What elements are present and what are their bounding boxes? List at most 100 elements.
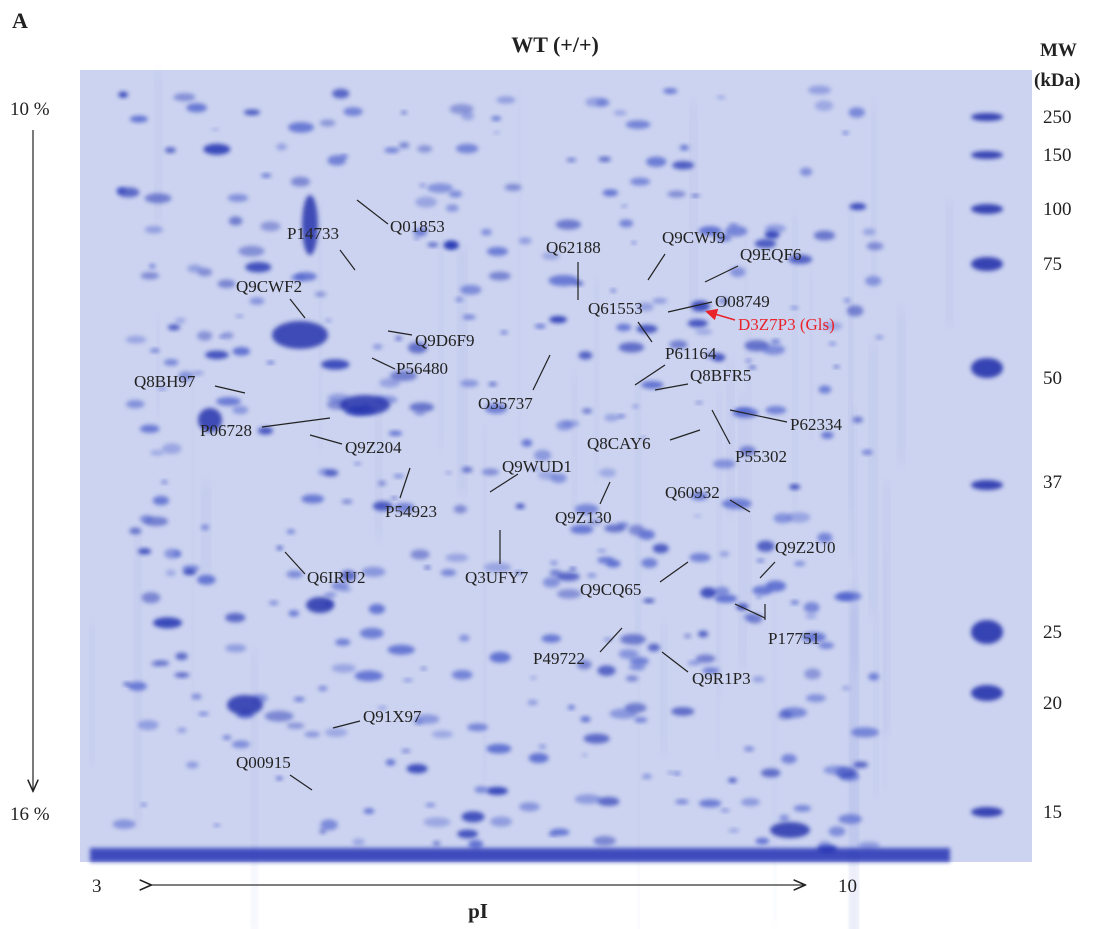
spot [806, 694, 826, 702]
spot [389, 431, 403, 436]
spot [818, 386, 831, 394]
spot [341, 588, 351, 592]
spot [187, 264, 202, 272]
gradient-top: 10 % [10, 99, 50, 120]
spot [462, 811, 485, 822]
spot [648, 644, 660, 652]
spot [173, 551, 180, 556]
spot [399, 142, 409, 148]
spot [117, 187, 139, 197]
spot [140, 425, 160, 433]
spot [444, 242, 459, 248]
spot [642, 774, 652, 779]
marker-band [971, 113, 1003, 121]
spot [745, 359, 751, 363]
spot [457, 830, 478, 839]
spot [713, 459, 735, 468]
spot [225, 644, 246, 652]
spot [203, 144, 230, 155]
spot [496, 96, 515, 103]
spot [168, 324, 180, 330]
spot [843, 131, 849, 134]
marker-band [971, 807, 1003, 817]
spot [696, 654, 716, 663]
spot [632, 241, 636, 244]
spot [164, 359, 179, 366]
spot [141, 272, 159, 280]
spot [805, 614, 817, 619]
spot [557, 589, 581, 598]
protein-label: Q9Z130 [555, 508, 612, 527]
panel-label: A [12, 8, 28, 33]
spot [527, 700, 537, 706]
spot [332, 664, 356, 673]
protein-label: P54923 [385, 502, 437, 521]
spot [604, 414, 619, 421]
spot [174, 93, 196, 101]
spot [373, 344, 383, 349]
spot [794, 561, 805, 566]
gel-front [90, 848, 950, 862]
spot [355, 671, 383, 682]
spot [844, 298, 851, 302]
spot [417, 145, 432, 152]
spot [360, 628, 384, 639]
protein-label: Q9Z2U0 [775, 538, 835, 557]
spot [668, 771, 673, 774]
spot [174, 672, 189, 677]
spot [781, 754, 797, 764]
spot [779, 815, 789, 822]
spot [641, 381, 663, 389]
spot [863, 228, 876, 235]
spot [824, 766, 848, 775]
spot [455, 297, 463, 301]
streak [135, 532, 141, 826]
spot [641, 558, 657, 568]
spot [616, 324, 631, 332]
spot [505, 184, 522, 191]
spot [320, 819, 338, 830]
spot [550, 829, 570, 836]
spot [411, 550, 430, 560]
spot [699, 799, 722, 807]
spot [653, 544, 669, 554]
spot [744, 746, 755, 751]
spot [424, 566, 430, 569]
spot [407, 764, 428, 773]
spot [306, 597, 334, 613]
spot [700, 587, 716, 598]
spot [186, 103, 207, 112]
protein-label: Q91X97 [363, 707, 422, 726]
spot [423, 817, 450, 827]
spot [186, 762, 198, 769]
spot [325, 319, 332, 323]
spot [343, 107, 362, 116]
spot [462, 315, 475, 320]
spot [741, 798, 760, 806]
spot [818, 642, 834, 649]
spot [672, 161, 694, 169]
spot [663, 88, 677, 94]
spot [433, 841, 441, 846]
streak [872, 103, 876, 286]
mw-label: 25 [1043, 622, 1062, 643]
gradient-bottom: 16 % [10, 804, 50, 825]
streak [661, 625, 666, 755]
mw-label: 250 [1043, 107, 1072, 128]
spot [276, 143, 287, 150]
spot [287, 529, 296, 534]
marker-band [971, 257, 1003, 271]
protein-label: P06728 [200, 421, 252, 440]
spot [493, 131, 499, 134]
spot [762, 345, 785, 355]
spot [778, 711, 792, 719]
spot [474, 786, 488, 793]
marker-band [971, 480, 1003, 490]
streak [853, 405, 857, 671]
mw-label: 37 [1043, 472, 1062, 493]
spot [175, 652, 187, 660]
spot [245, 262, 271, 272]
spot [757, 559, 765, 563]
spot [757, 541, 775, 552]
spot [609, 708, 637, 718]
